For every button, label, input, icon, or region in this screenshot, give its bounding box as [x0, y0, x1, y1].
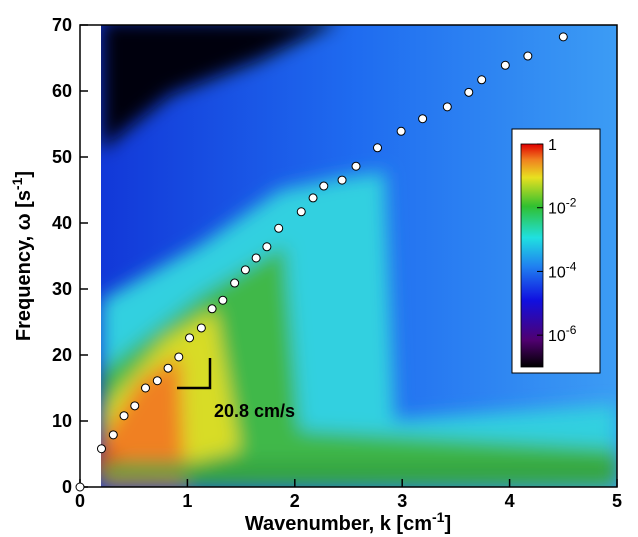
point	[500, 60, 510, 70]
y-tick-label: 0	[62, 477, 72, 497]
plot-frame	[79, 24, 618, 488]
point	[396, 126, 406, 136]
point	[418, 114, 428, 124]
colorbar-tick-base: 10	[548, 264, 566, 281]
point	[274, 223, 284, 233]
colorbar-tick-base: 10	[548, 328, 566, 345]
y-axis-label: Frequency, ω [s-1]	[9, 171, 35, 341]
point	[262, 242, 272, 252]
colorbar-tick-base: 10	[548, 201, 566, 218]
point	[296, 207, 306, 217]
colorbar-tick-exponent: -6	[566, 323, 577, 337]
annotation: 20.8 cm/s	[214, 401, 295, 421]
y-tick-label: 20	[52, 345, 72, 365]
point	[351, 161, 361, 171]
y-tick-label: 40	[52, 213, 72, 233]
y-tick-label: 10	[52, 411, 72, 431]
x-tick-label: 0	[75, 491, 85, 511]
point	[477, 75, 487, 85]
x-tick-label: 2	[290, 491, 300, 511]
slope-bracket	[177, 358, 212, 390]
point	[174, 352, 184, 362]
point	[464, 87, 474, 97]
point	[319, 181, 329, 191]
points	[75, 32, 568, 492]
x-axis-label: Wavenumber, k [cm-1]	[245, 509, 451, 535]
point	[372, 143, 382, 153]
point	[308, 193, 318, 203]
colorbar-tick-label: 10-4	[548, 259, 577, 281]
colorbar-tick-label: 1	[548, 137, 557, 154]
x-tick-label: 4	[505, 491, 515, 511]
point	[207, 304, 217, 314]
point	[251, 253, 261, 263]
y-tick-label: 30	[52, 279, 72, 299]
point	[558, 32, 568, 42]
x-tick-label: 3	[397, 491, 407, 511]
colorbar-tick-label: 10-2	[548, 196, 577, 218]
point	[163, 363, 173, 373]
point	[119, 411, 129, 421]
point	[108, 430, 118, 440]
y-tick-label: 50	[52, 147, 72, 167]
x-tick-label: 5	[612, 491, 622, 511]
point	[152, 376, 162, 386]
y-tick-label: 60	[52, 81, 72, 101]
x-tick-label: 1	[182, 491, 192, 511]
point	[196, 323, 206, 333]
colorbar	[511, 128, 601, 374]
point	[337, 175, 347, 185]
point	[442, 102, 452, 112]
point	[240, 265, 250, 275]
point	[185, 333, 195, 343]
point	[230, 278, 240, 288]
point	[130, 401, 140, 411]
colorbar-ticks: 110-210-410-6	[537, 137, 577, 345]
colorbar-tick-exponent: -4	[566, 259, 577, 273]
point	[523, 51, 533, 61]
colorbar-tick-exponent: -2	[566, 196, 577, 210]
colorbar-tick-label: 10-6	[548, 323, 577, 345]
point	[75, 482, 85, 492]
point	[96, 444, 106, 454]
point	[141, 383, 151, 393]
y-tick-label: 70	[52, 15, 72, 35]
point	[218, 295, 228, 305]
